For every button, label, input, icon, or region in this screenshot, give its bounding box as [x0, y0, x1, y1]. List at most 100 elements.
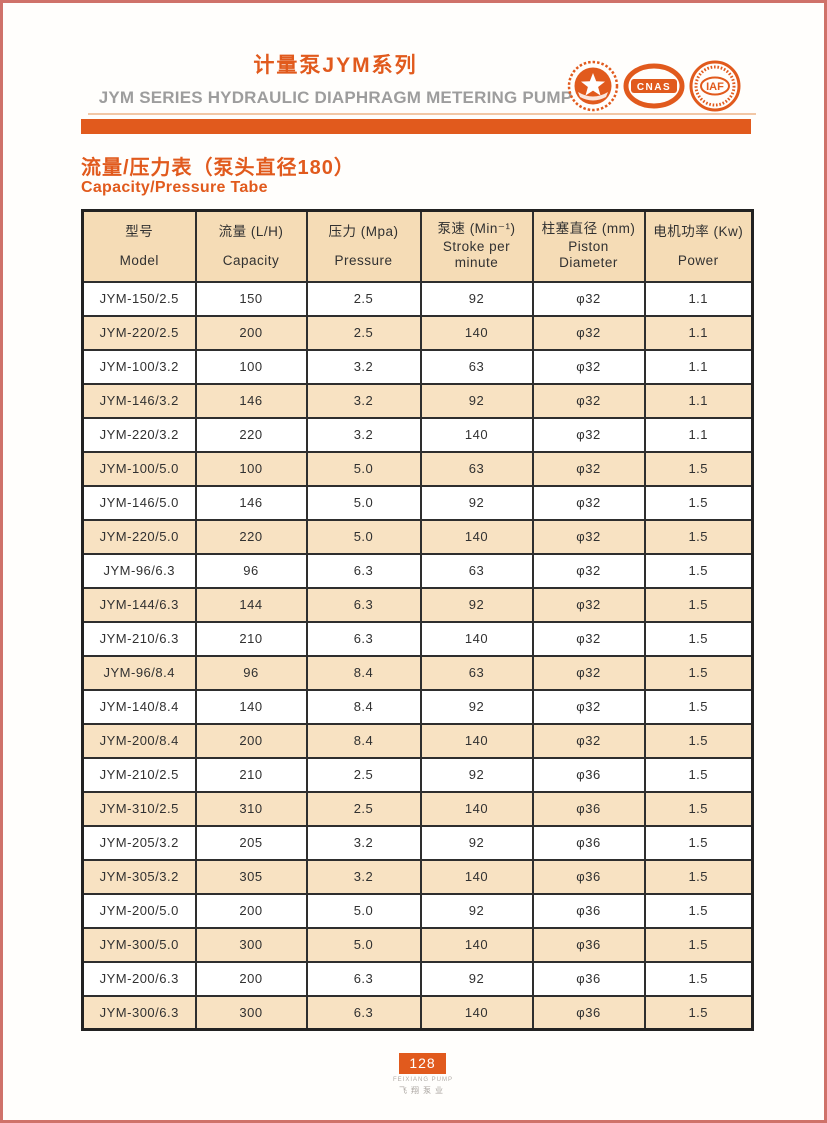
- capacity-cell: 200: [194, 722, 308, 759]
- power-cell: 1.5: [643, 654, 754, 691]
- stroke-cell: 140: [419, 314, 534, 351]
- section-title-zh: 流量/压力表（泵头直径180）: [81, 157, 355, 179]
- table-row: JYM-150/2.5 150 2.5 92 φ32 1.1: [81, 280, 754, 317]
- power-cell: 1.1: [643, 416, 754, 453]
- table-row: JYM-305/3.2 305 3.2 140 φ36 1.5: [81, 858, 754, 895]
- page-header: 计量泵JYM系列 JYM SERIES HYDRAULIC DIAPHRAGM …: [63, 49, 608, 108]
- pressure-cell: 3.2: [305, 824, 422, 861]
- power-cell: 1.5: [643, 994, 754, 1031]
- pressure-cell: 2.5: [305, 314, 422, 351]
- certification-logos: CNAS IAF: [566, 59, 741, 118]
- header-divider-bar: [81, 119, 751, 134]
- capacity-cell: 200: [194, 892, 308, 929]
- table-row: JYM-100/5.0 100 5.0 63 φ32 1.5: [81, 450, 754, 487]
- piston-cell: φ32: [531, 280, 646, 317]
- stroke-cell: 92: [419, 688, 534, 725]
- table-row: JYM-210/6.3 210 6.3 140 φ32 1.5: [81, 620, 754, 657]
- stroke-cell: 92: [419, 892, 534, 929]
- pressure-cell: 5.0: [305, 484, 422, 521]
- piston-cell: φ32: [531, 416, 646, 453]
- col-header-model-zh: 型号: [125, 223, 154, 239]
- model-cell: JYM-150/2.5: [81, 280, 197, 317]
- power-cell: 1.5: [643, 790, 754, 827]
- stroke-cell: 92: [419, 824, 534, 861]
- pressure-cell: 8.4: [305, 654, 422, 691]
- col-header-piston-en: Piston Diameter: [559, 239, 618, 271]
- power-cell: 1.5: [643, 756, 754, 793]
- table-row: JYM-310/2.5 310 2.5 140 φ36 1.5: [81, 790, 754, 827]
- col-header-pressure-en: Pressure: [334, 252, 393, 268]
- col-header-pressure: 压力 (Mpa) Pressure: [305, 209, 422, 283]
- piston-cell: φ36: [531, 756, 646, 793]
- piston-cell: φ32: [531, 688, 646, 725]
- table-row: JYM-96/8.4 96 8.4 63 φ32 1.5: [81, 654, 754, 691]
- page-number-badge: 128: [399, 1053, 446, 1074]
- piston-cell: φ32: [531, 382, 646, 419]
- power-cell: 1.5: [643, 722, 754, 759]
- power-cell: 1.5: [643, 960, 754, 997]
- model-cell: JYM-200/5.0: [81, 892, 197, 929]
- pressure-cell: 3.2: [305, 348, 422, 385]
- stroke-cell: 92: [419, 484, 534, 521]
- col-header-model: 型号 Model: [81, 209, 197, 283]
- piston-cell: φ32: [531, 722, 646, 759]
- capacity-cell: 140: [194, 688, 308, 725]
- model-cell: JYM-100/3.2: [81, 348, 197, 385]
- svg-text:IAF: IAF: [706, 81, 724, 93]
- table-row: JYM-146/5.0 146 5.0 92 φ32 1.5: [81, 484, 754, 521]
- capacity-cell: 100: [194, 348, 308, 385]
- model-cell: JYM-300/6.3: [81, 994, 197, 1031]
- stroke-cell: 92: [419, 382, 534, 419]
- pressure-cell: 8.4: [305, 688, 422, 725]
- stroke-cell: 92: [419, 960, 534, 997]
- stroke-cell: 63: [419, 552, 534, 589]
- capacity-cell: 150: [194, 280, 308, 317]
- power-cell: 1.5: [643, 824, 754, 861]
- col-header-capacity-zh: 流量 (L/H): [218, 223, 284, 239]
- model-cell: JYM-140/8.4: [81, 688, 197, 725]
- power-cell: 1.5: [643, 450, 754, 487]
- model-cell: JYM-100/5.0: [81, 450, 197, 487]
- col-header-stroke-en: Stroke per minute: [442, 239, 511, 271]
- table-row: JYM-205/3.2 205 3.2 92 φ36 1.5: [81, 824, 754, 861]
- power-cell: 1.1: [643, 314, 754, 351]
- capacity-cell: 210: [194, 756, 308, 793]
- capacity-cell: 310: [194, 790, 308, 827]
- footer-brand-zh: 飞翔泵业: [399, 1086, 447, 1095]
- col-header-pressure-zh: 压力 (Mpa): [328, 223, 399, 239]
- pressure-cell: 5.0: [305, 518, 422, 555]
- piston-cell: φ36: [531, 858, 646, 895]
- capacity-cell: 200: [194, 960, 308, 997]
- stroke-cell: 140: [419, 994, 534, 1031]
- col-header-model-en: Model: [119, 252, 159, 268]
- stroke-cell: 140: [419, 790, 534, 827]
- page-title-en: JYM SERIES HYDRAULIC DIAPHRAGM METERING …: [98, 88, 573, 107]
- model-cell: JYM-210/2.5: [81, 756, 197, 793]
- footer-brand-en: FEIXIANG PUMP: [392, 1077, 453, 1083]
- capacity-cell: 146: [194, 484, 308, 521]
- piston-cell: φ32: [531, 552, 646, 589]
- piston-cell: φ36: [531, 824, 646, 861]
- power-cell: 1.5: [643, 484, 754, 521]
- piston-cell: φ32: [531, 518, 646, 555]
- col-header-power-zh: 电机功率 (Kw): [653, 223, 744, 239]
- header-divider-thin: [88, 113, 756, 115]
- section-title-en: Capacity/Pressure Tabe: [81, 179, 268, 196]
- stroke-cell: 140: [419, 858, 534, 895]
- pressure-cell: 2.5: [305, 280, 422, 317]
- model-cell: JYM-220/3.2: [81, 416, 197, 453]
- power-cell: 1.5: [643, 620, 754, 657]
- pressure-cell: 6.3: [305, 620, 422, 657]
- piston-cell: φ32: [531, 654, 646, 691]
- capacity-cell: 96: [194, 654, 308, 691]
- piston-cell: φ36: [531, 790, 646, 827]
- model-cell: JYM-210/6.3: [81, 620, 197, 657]
- capacity-table-body: JYM-150/2.5 150 2.5 92 φ32 1.1 JYM-220/2.5 200 2…: [81, 280, 754, 1031]
- table-row: JYM-200/5.0 200 5.0 92 φ36 1.5: [81, 892, 754, 929]
- col-header-stroke-zh: 泵速 (Min⁻¹): [437, 221, 516, 237]
- col-header-power: 电机功率 (Kw) Power: [643, 209, 754, 283]
- stroke-cell: 92: [419, 586, 534, 623]
- pressure-cell: 3.2: [305, 416, 422, 453]
- power-cell: 1.5: [643, 552, 754, 589]
- national-emblem-badge-icon: [566, 59, 620, 118]
